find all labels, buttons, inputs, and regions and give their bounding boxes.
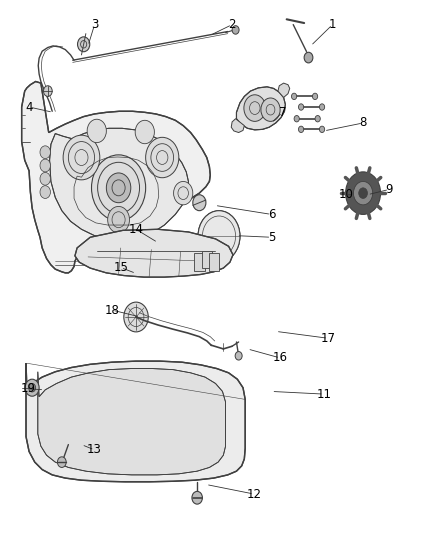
Circle shape: [28, 383, 35, 392]
Circle shape: [232, 26, 239, 34]
Circle shape: [261, 98, 280, 122]
Circle shape: [25, 379, 39, 396]
Text: 11: 11: [316, 387, 331, 401]
Circle shape: [108, 206, 130, 233]
Text: 10: 10: [338, 188, 353, 201]
Text: 14: 14: [128, 223, 144, 236]
Circle shape: [40, 172, 50, 185]
Text: 1: 1: [329, 18, 336, 31]
Text: 3: 3: [91, 18, 98, 31]
Text: 2: 2: [228, 18, 236, 31]
Text: 5: 5: [268, 231, 275, 244]
Polygon shape: [231, 119, 244, 133]
Text: 12: 12: [247, 488, 261, 500]
Polygon shape: [75, 229, 233, 277]
Text: 19: 19: [20, 382, 35, 395]
Circle shape: [40, 185, 50, 198]
Circle shape: [244, 95, 266, 122]
Circle shape: [319, 126, 325, 133]
Polygon shape: [194, 253, 205, 271]
Circle shape: [298, 104, 304, 110]
Polygon shape: [208, 253, 219, 271]
Text: 15: 15: [113, 261, 128, 274]
Circle shape: [353, 181, 373, 205]
Circle shape: [198, 211, 240, 262]
Text: 4: 4: [25, 101, 33, 114]
Circle shape: [92, 155, 146, 221]
Text: 6: 6: [268, 208, 275, 221]
Text: 17: 17: [321, 332, 336, 345]
Circle shape: [43, 86, 52, 96]
Circle shape: [63, 135, 100, 180]
Circle shape: [192, 491, 202, 504]
Circle shape: [78, 37, 90, 52]
Circle shape: [173, 181, 193, 205]
Circle shape: [40, 146, 50, 159]
Polygon shape: [49, 128, 188, 241]
Circle shape: [193, 195, 206, 211]
Circle shape: [294, 116, 299, 122]
Polygon shape: [38, 368, 226, 475]
Text: 9: 9: [385, 183, 393, 196]
Polygon shape: [26, 361, 245, 482]
Circle shape: [359, 188, 367, 198]
Circle shape: [135, 120, 154, 144]
Circle shape: [146, 138, 179, 177]
Circle shape: [235, 352, 242, 360]
Circle shape: [124, 302, 148, 332]
Polygon shape: [237, 87, 286, 130]
Circle shape: [315, 116, 320, 122]
Text: 7: 7: [279, 106, 286, 119]
Circle shape: [319, 104, 325, 110]
Text: 16: 16: [272, 351, 288, 365]
Circle shape: [298, 126, 304, 133]
Circle shape: [291, 93, 297, 100]
Polygon shape: [201, 251, 212, 268]
Circle shape: [57, 457, 66, 467]
Circle shape: [304, 52, 313, 63]
Circle shape: [312, 93, 318, 100]
Circle shape: [346, 172, 381, 214]
Polygon shape: [278, 83, 290, 98]
Polygon shape: [21, 82, 210, 273]
Circle shape: [87, 119, 106, 143]
Text: 8: 8: [360, 117, 367, 130]
Circle shape: [40, 159, 50, 172]
Circle shape: [106, 173, 131, 203]
Text: 18: 18: [105, 304, 120, 317]
Text: 13: 13: [87, 443, 102, 456]
